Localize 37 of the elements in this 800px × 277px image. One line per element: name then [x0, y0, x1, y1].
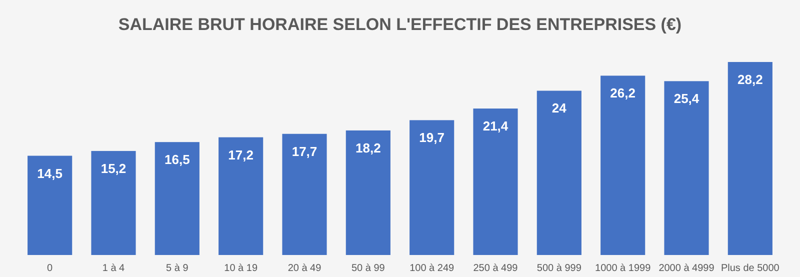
data-label: 26,2: [610, 86, 636, 101]
bar: [154, 142, 200, 255]
data-label: 15,2: [100, 160, 126, 176]
x-tick-label: 100 à 249: [410, 263, 455, 274]
x-tick-label: 5 à 9: [166, 263, 189, 274]
data-label: 14,5: [37, 166, 62, 181]
x-tick-label: 10 à 19: [224, 263, 258, 274]
bar: [410, 120, 454, 255]
chart-title: SALAIRE BRUT HORAIRE SELON L'EFFECTIF DES ENTREPRISES (€): [118, 15, 682, 34]
data-label: 28,2: [738, 72, 763, 87]
x-tick-label: 1000 à 1999: [595, 263, 652, 274]
data-label: 17,7: [292, 144, 318, 159]
x-tick-label: 2000 à 4999: [658, 263, 715, 274]
x-tick-label: 1 à 4: [102, 263, 126, 274]
bar: [536, 90, 582, 255]
bar: [346, 130, 390, 255]
data-label: 19,7: [419, 130, 444, 146]
data-label: 25,4: [674, 91, 700, 106]
bar: [728, 62, 772, 255]
data-label: 17,2: [228, 147, 254, 162]
data-label: 24: [552, 100, 568, 116]
x-tick-label: Plus de 5000: [720, 263, 780, 274]
x-tick-label: 50 à 99: [351, 263, 386, 274]
bar: [473, 108, 518, 255]
bar: [91, 150, 136, 255]
x-tick-label: 500 à 999: [536, 263, 582, 274]
x-tick-label: 0: [47, 263, 54, 274]
bar: [282, 134, 327, 255]
data-label: 21,4: [482, 118, 509, 134]
data-label: 16,5: [164, 152, 190, 168]
bar: [28, 156, 72, 255]
bar: [218, 137, 264, 255]
bar: [664, 81, 709, 255]
data-label: 18,2: [356, 140, 381, 156]
x-tick-label: 250 à 499: [473, 263, 518, 274]
bar: [600, 76, 646, 255]
x-tick-label: 20 à 49: [288, 263, 322, 274]
